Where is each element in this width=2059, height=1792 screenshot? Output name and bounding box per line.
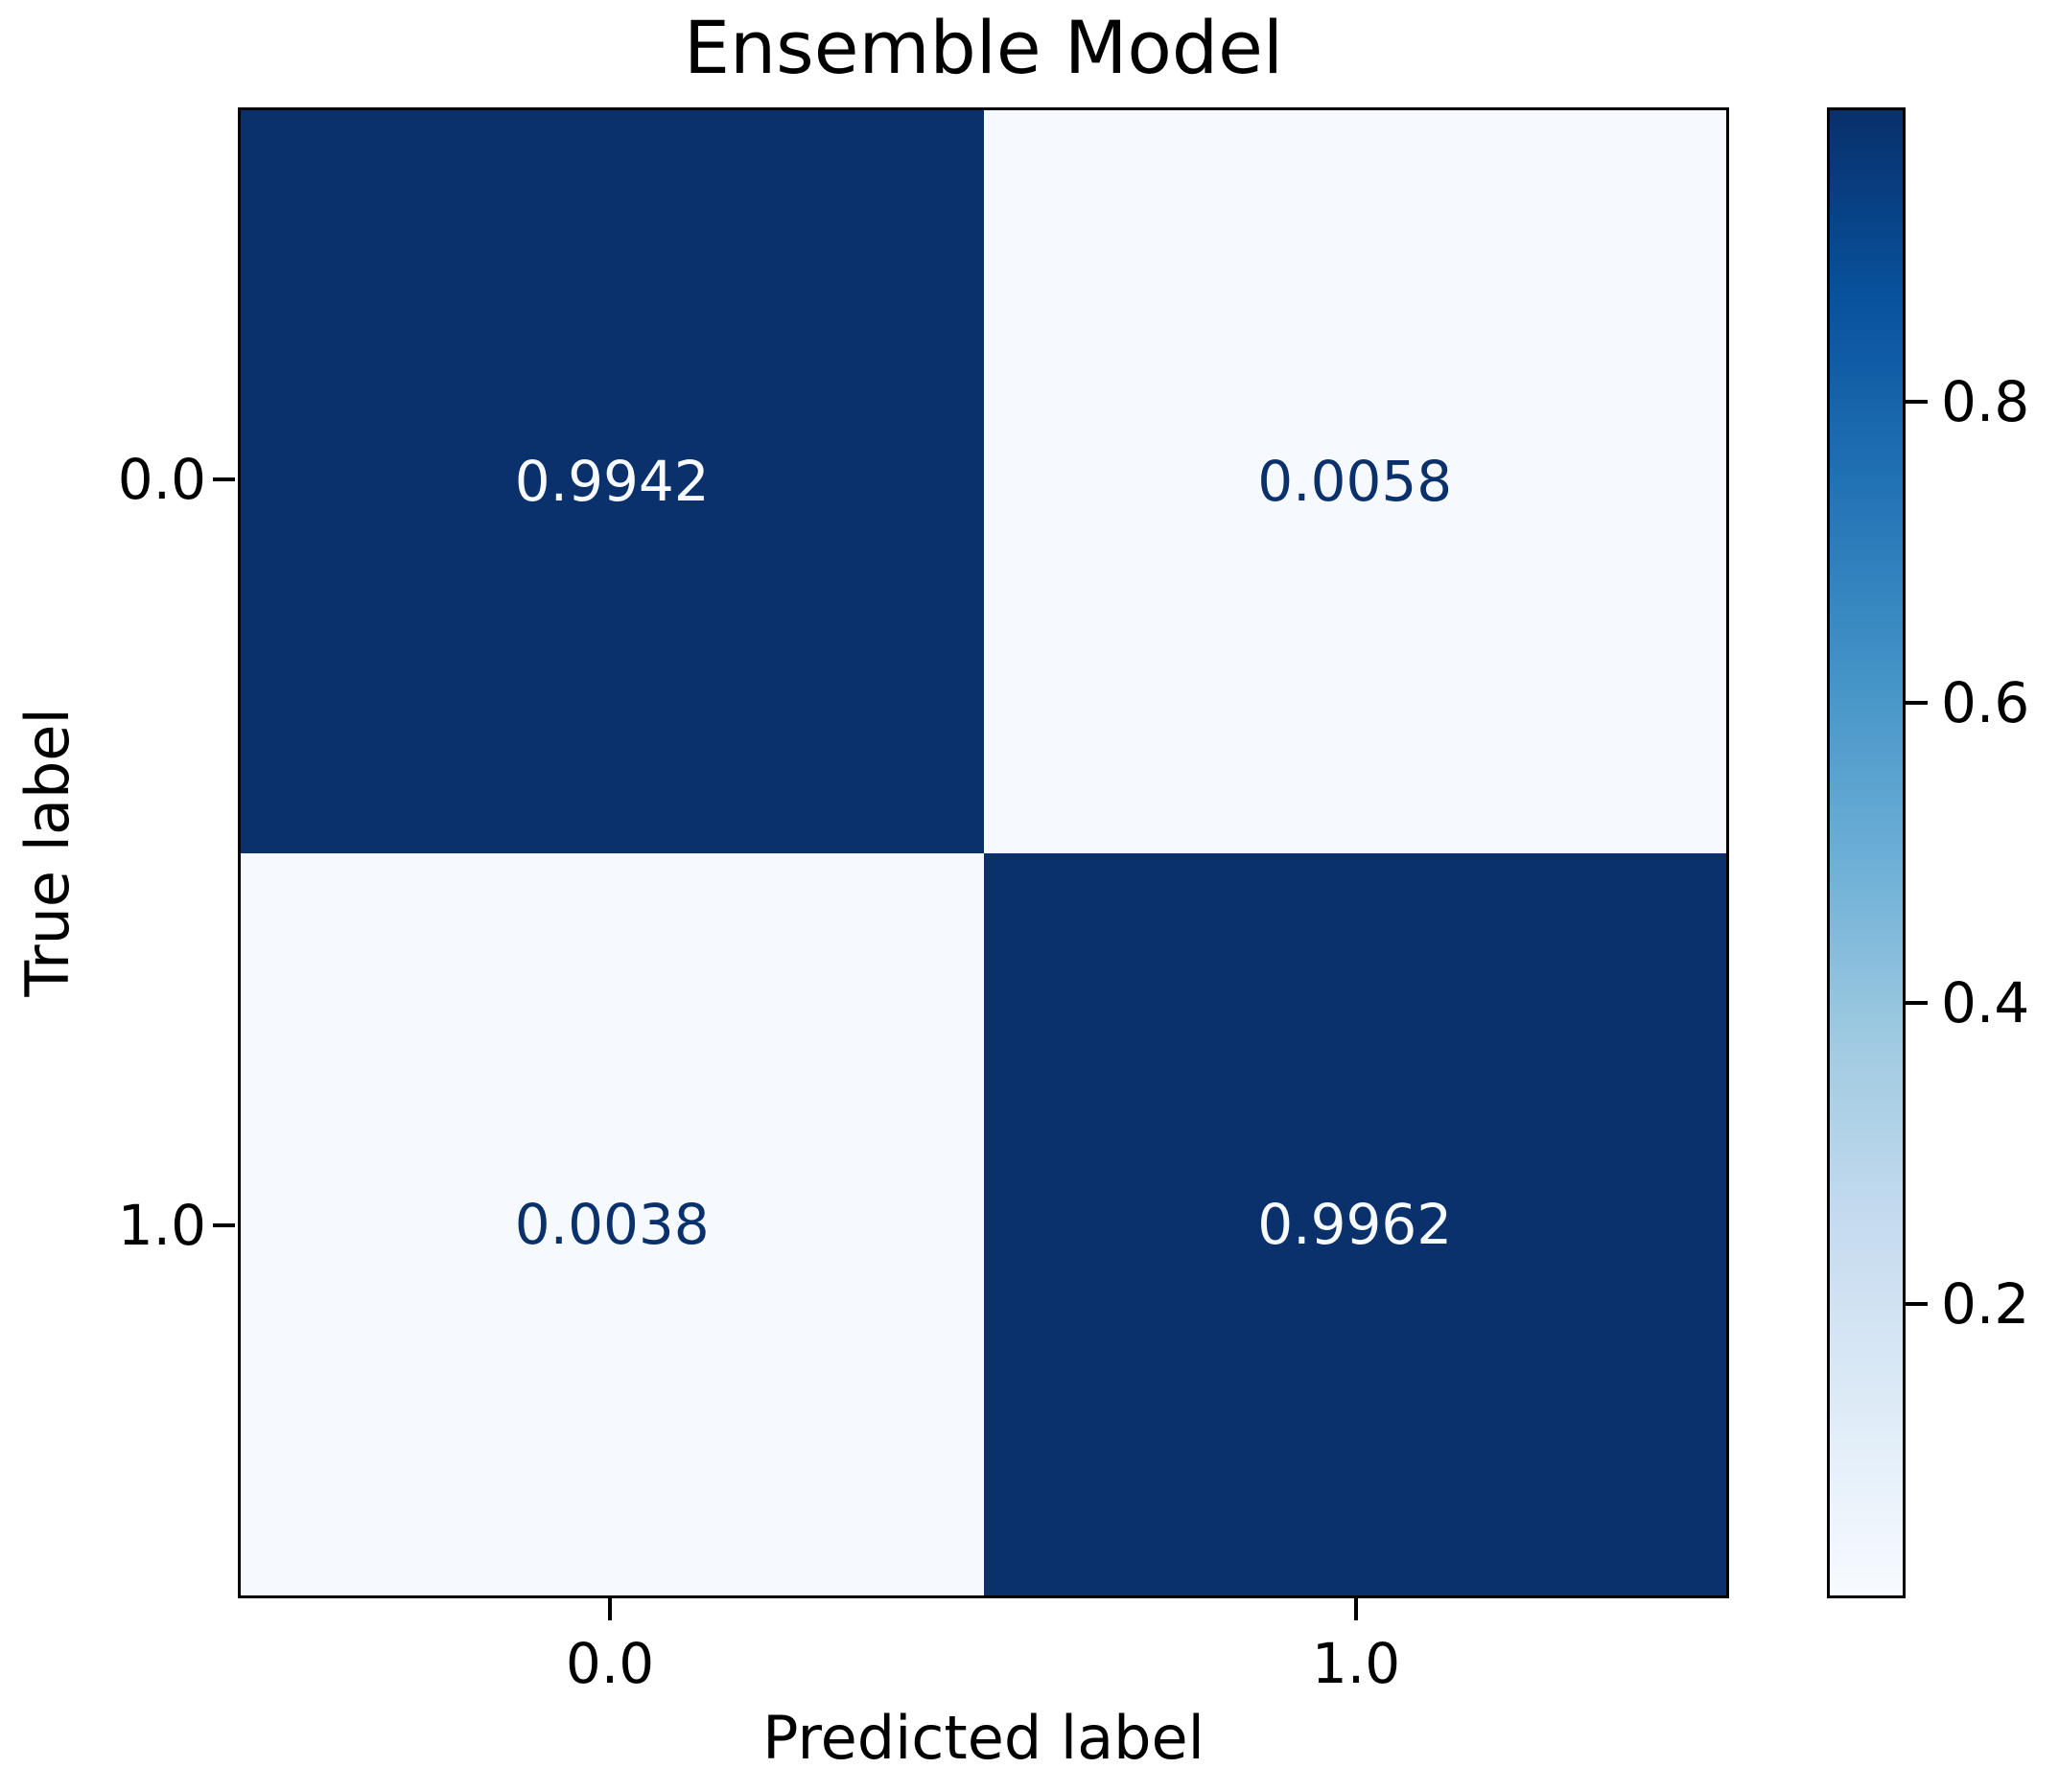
- x-tick-label-0: 0.0: [565, 1631, 655, 1696]
- y-tick-mark-0: [213, 477, 235, 481]
- colorbar-tick-label-2: 0.4: [1941, 970, 2030, 1036]
- y-tick-label-0: 0.0: [117, 447, 206, 512]
- y-tick-mark-1: [213, 1223, 235, 1227]
- x-tick-mark-1: [1354, 1598, 1358, 1620]
- y-axis-label: True label: [12, 708, 82, 997]
- colorbar-gradient: [1827, 107, 1906, 1598]
- chart-title: Ensemble Model: [683, 5, 1284, 90]
- y-tick-label-1: 1.0: [117, 1193, 206, 1258]
- colorbar-tick-label-0: 0.8: [1941, 369, 2030, 434]
- colorbar-tick-mark-3: [1906, 1302, 1928, 1306]
- cell-true1-pred1: 0.9962: [983, 852, 1726, 1595]
- x-tick-mark-0: [608, 1598, 612, 1620]
- cell-true0-pred1: 0.0058: [983, 110, 1726, 853]
- cell-true1-pred0: 0.0038: [241, 852, 984, 1595]
- heatmap-matrix: 0.9942 0.0058 0.0038 0.9962: [238, 107, 1729, 1598]
- colorbar-tick-mark-0: [1906, 400, 1928, 404]
- x-tick-label-1: 1.0: [1311, 1631, 1401, 1696]
- cell-true0-pred0: 0.9942: [241, 110, 984, 853]
- x-axis-label: Predicted label: [762, 1703, 1205, 1773]
- colorbar-tick-mark-2: [1906, 1001, 1928, 1005]
- colorbar-tick-label-1: 0.6: [1941, 670, 2030, 735]
- colorbar-tick-label-3: 0.2: [1941, 1271, 2030, 1337]
- colorbar-tick-mark-1: [1906, 701, 1928, 705]
